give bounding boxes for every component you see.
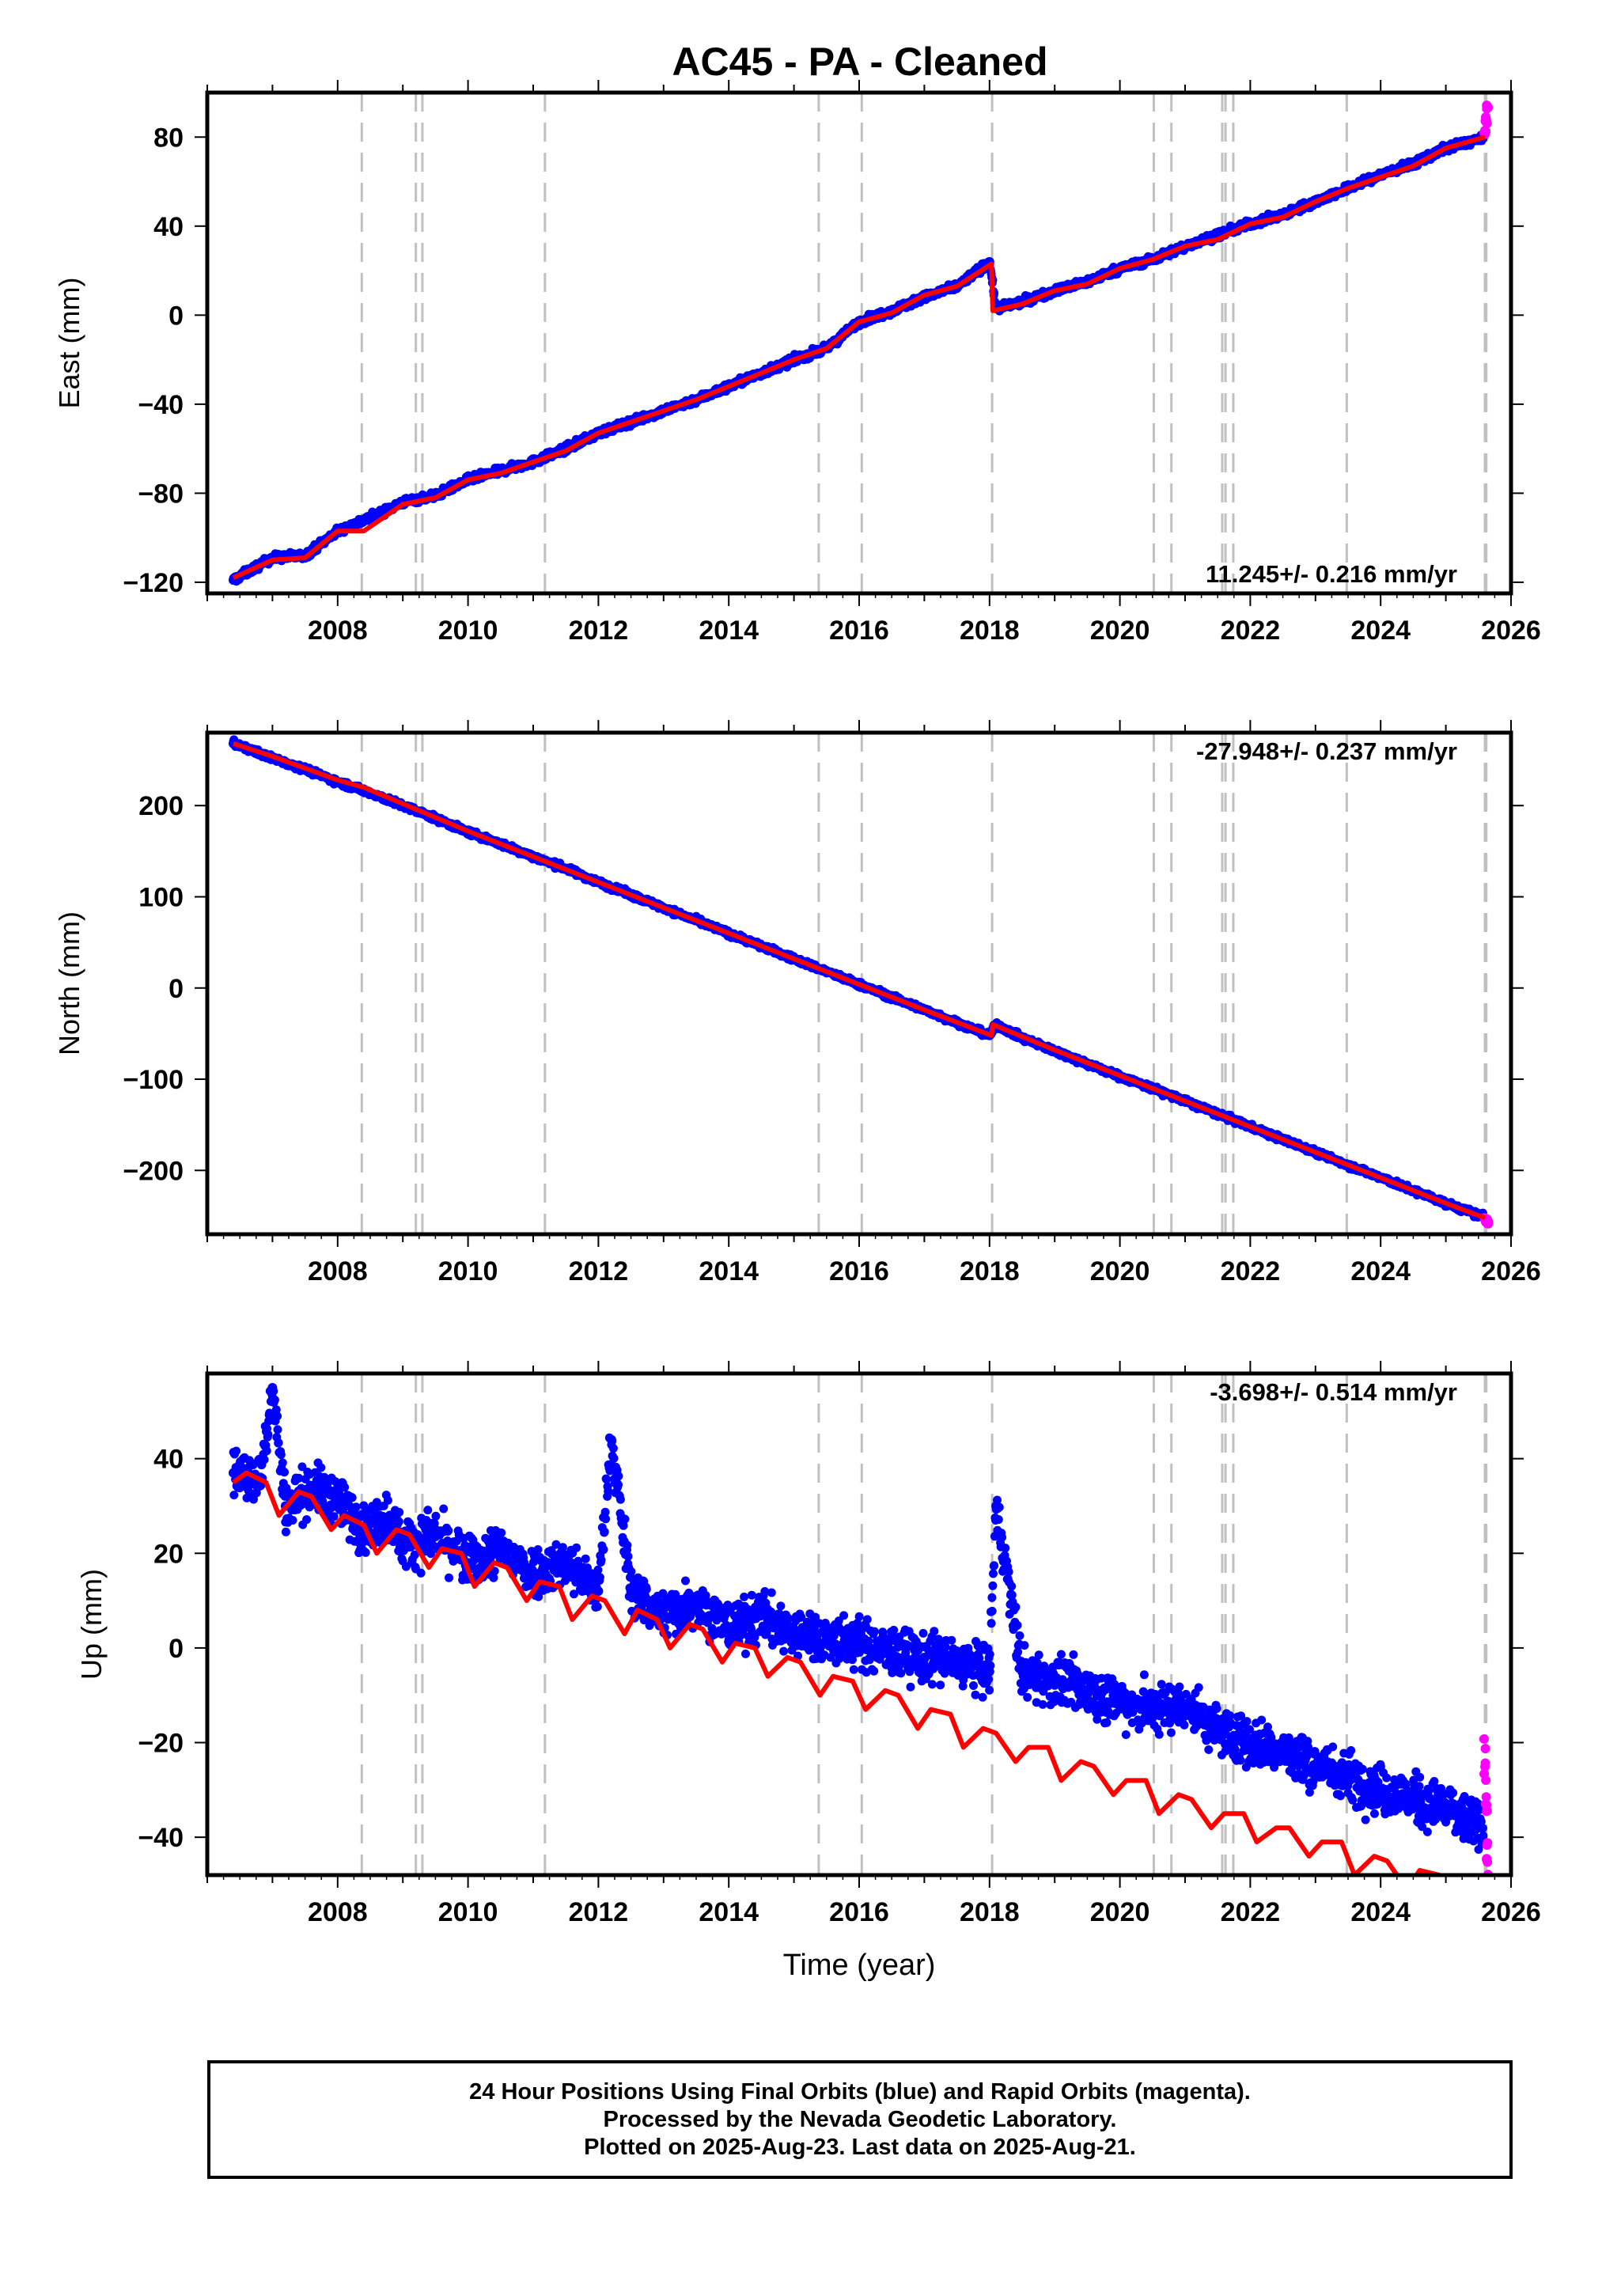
y-axis-label: East (mm): [53, 278, 85, 409]
rapid-point: [1482, 104, 1492, 114]
rapid-point: [1479, 127, 1490, 138]
x-tick-label: 2016: [829, 616, 889, 646]
final-orbit-points: [228, 130, 1488, 586]
y-tick-label: −40: [138, 390, 184, 420]
y-tick-label: 80: [153, 123, 184, 153]
final-point: [365, 513, 375, 523]
x-tick-label: 2020: [1090, 616, 1150, 646]
y-tick-label: −80: [138, 479, 184, 509]
plot-area: [228, 733, 1494, 1234]
x-tick-label: 2008: [308, 616, 368, 646]
rapid-orbit-points: [1479, 100, 1494, 139]
y-tick-label: −120: [123, 568, 184, 598]
x-tick-label: 2010: [438, 616, 498, 646]
model-line: [232, 135, 1486, 581]
y-tick-label: 40: [153, 212, 184, 242]
east-panel: 2008 2010 2012 2014 2016 2018 2020 2022 2024 2026…: [53, 80, 1541, 646]
x-tick-label: 2026: [1481, 616, 1541, 646]
x-tick-label: 2022: [1221, 616, 1281, 646]
y-tick-label: 0: [169, 301, 184, 331]
x-tick-label: 2012: [569, 616, 629, 646]
plot-area: [228, 93, 1494, 593]
rate-label: 11.245+/- 0.216 mm/yr: [1206, 560, 1457, 588]
x-tick-label: 2014: [699, 616, 759, 646]
north-panel: 2008 2010 2012 2014 2016 2018 2020 2022 2024 2026…: [53, 720, 1541, 1286]
rapid-point: [1481, 116, 1491, 126]
plot-frame: [205, 90, 1513, 596]
x-tick-label: 2018: [960, 616, 1020, 646]
chart-title: AC45 - PA - Cleaned: [672, 40, 1047, 84]
x-tick-label: 2024: [1350, 616, 1411, 646]
